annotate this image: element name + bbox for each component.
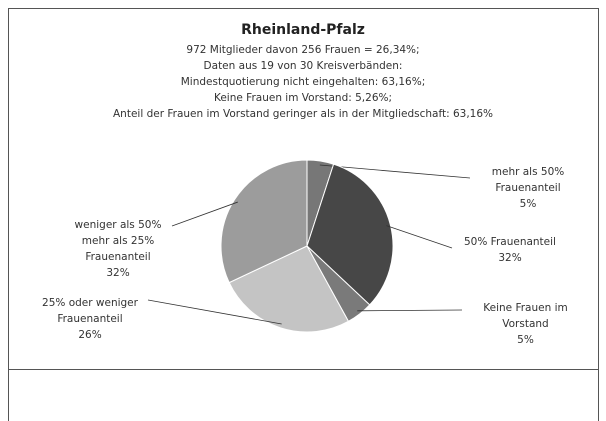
leader-line bbox=[319, 164, 471, 179]
category-label: mehr als 50% Frauenanteil bbox=[491, 166, 565, 194]
value-label: 32% bbox=[498, 252, 522, 264]
slice-label: mehr als 50% Frauenanteil 5% bbox=[482, 164, 574, 212]
chart-title: Rheinland-Pfalz bbox=[241, 22, 365, 38]
pie-slice bbox=[306, 163, 394, 306]
slice-label: 25% oder weniger Frauenanteil 26% bbox=[40, 295, 140, 343]
slice-label: 50% Frauenanteil 32% bbox=[458, 234, 562, 266]
subtitle-line: Keine Frauen im Vorstand: 5,26%; bbox=[213, 92, 393, 104]
slice-label: Keine Frauen im Vorstand 5% bbox=[478, 300, 573, 348]
leader-line bbox=[171, 201, 238, 227]
pie-slice bbox=[220, 159, 308, 284]
category-label: weniger als 50% mehr als 25% Frauenantei… bbox=[74, 219, 162, 263]
pie-slice bbox=[228, 245, 350, 333]
subtitle-line: Anteil der Frauen im Vorstand geringer a… bbox=[112, 108, 493, 120]
slice-label: weniger als 50% mehr als 25% Frauenantei… bbox=[70, 217, 166, 281]
subtitle-line: Daten aus 19 von 30 Kreisverbänden: bbox=[203, 60, 403, 72]
subtitle-line: 972 Mitglieder davon 256 Frauen = 26,34%… bbox=[186, 44, 420, 56]
subtitle: 972 Mitglieder davon 256 Frauen = 26,34%… bbox=[8, 42, 598, 122]
leader-line bbox=[357, 309, 463, 312]
lower-border bbox=[8, 369, 599, 421]
category-label: 25% oder weniger Frauenanteil bbox=[42, 297, 138, 325]
category-label: Keine Frauen im Vorstand bbox=[483, 302, 568, 330]
value-label: 26% bbox=[78, 329, 102, 341]
subtitle-line: Mindestquotierung nicht eingehalten: 63,… bbox=[180, 76, 426, 88]
chart-border bbox=[8, 8, 599, 370]
value-label: 5% bbox=[519, 198, 537, 210]
leader-line bbox=[386, 225, 453, 249]
value-label: 5% bbox=[517, 334, 534, 346]
category-label: 50% Frauenanteil bbox=[464, 236, 556, 248]
leader-line bbox=[147, 299, 282, 325]
value-label: 32% bbox=[106, 267, 130, 279]
